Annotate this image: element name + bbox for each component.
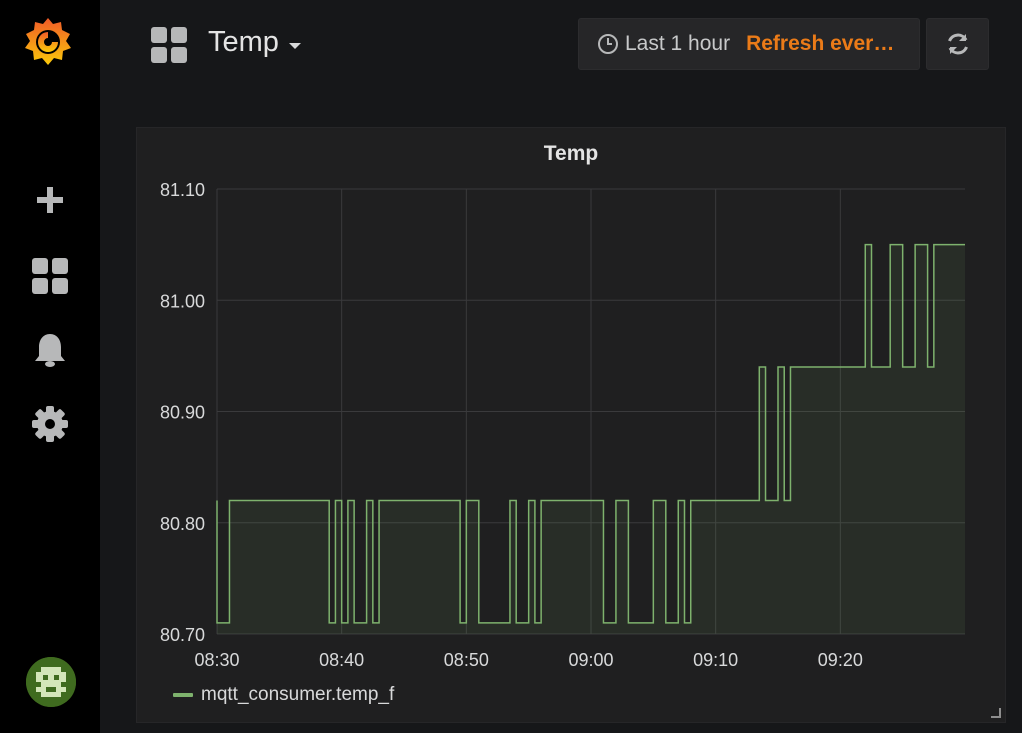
temp-chart: 80.70 80.80 80.90 81.00 81.10 08:30 08:40 08:50… xyxy=(160,180,965,670)
time-picker-button[interactable]: Last 1 hour Refresh ever… xyxy=(578,18,920,70)
x-tick-label: 09:10 xyxy=(693,650,738,670)
legend-swatch xyxy=(173,693,193,697)
dashboard-title-dropdown[interactable]: Temp xyxy=(208,26,301,59)
dashboard-title: Temp xyxy=(208,26,279,58)
caret-down-icon xyxy=(288,42,301,49)
x-tick-label: 09:20 xyxy=(818,650,863,670)
sidebar xyxy=(0,0,100,733)
user-avatar[interactable] xyxy=(26,657,76,707)
time-range-label: Last 1 hour xyxy=(625,32,731,55)
clock-icon xyxy=(598,34,618,54)
dashboards-icon[interactable] xyxy=(27,253,73,299)
panel-title[interactable]: Temp xyxy=(543,142,599,165)
y-tick-label: 81.00 xyxy=(160,291,205,311)
x-tick-label: 09:00 xyxy=(568,650,613,670)
x-tick-label: 08:30 xyxy=(194,650,239,670)
refresh-interval-label: Refresh ever… xyxy=(746,32,895,55)
x-tick-label: 08:50 xyxy=(444,650,489,670)
graph-panel[interactable]: Temp 80.70 80.80 80.90 81.00 81.10 08:30 08:40… xyxy=(136,127,1006,723)
refresh-button[interactable] xyxy=(926,18,989,70)
legend-label: mqtt_consumer.temp_f xyxy=(201,684,395,705)
legend-item[interactable]: mqtt_consumer.temp_f xyxy=(173,684,394,706)
resize-handle-icon[interactable] xyxy=(991,708,1001,718)
y-tick-label: 81.10 xyxy=(160,180,205,200)
create-plus-icon[interactable] xyxy=(27,177,73,223)
series-line xyxy=(216,243,965,624)
y-tick-label: 80.90 xyxy=(160,403,205,423)
configuration-gear-icon[interactable] xyxy=(27,401,73,447)
grafana-logo-icon[interactable] xyxy=(20,14,76,70)
series-fill-area xyxy=(217,244,965,634)
y-tick-label: 80.70 xyxy=(160,625,205,645)
x-tick-label: 08:40 xyxy=(319,650,364,670)
alerting-bell-icon[interactable] xyxy=(27,327,73,373)
dashboard-grid-icon xyxy=(150,26,188,64)
y-tick-label: 80.80 xyxy=(160,514,205,534)
refresh-icon xyxy=(947,33,968,55)
